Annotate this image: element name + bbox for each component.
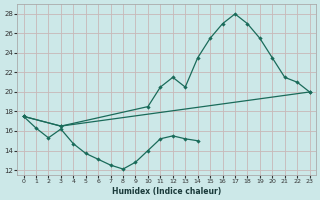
X-axis label: Humidex (Indice chaleur): Humidex (Indice chaleur) bbox=[112, 187, 221, 196]
